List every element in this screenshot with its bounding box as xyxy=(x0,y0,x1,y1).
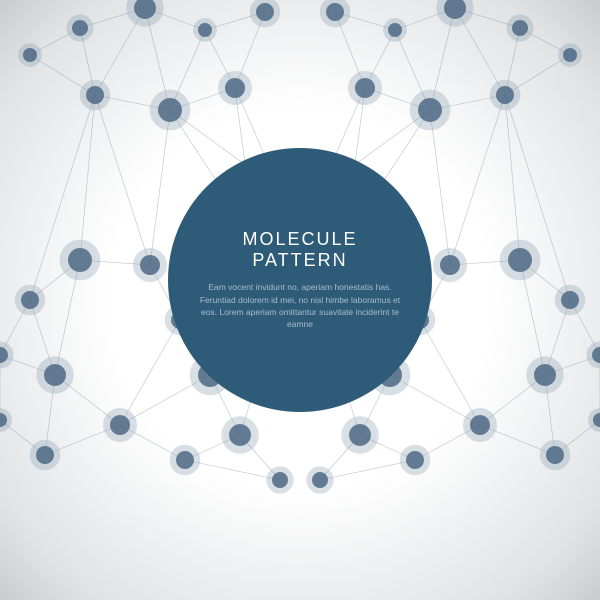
node-core xyxy=(225,78,245,98)
node-core xyxy=(563,48,577,62)
node-core xyxy=(388,23,402,37)
node-core xyxy=(349,424,371,446)
network-edge xyxy=(120,320,180,425)
node-core xyxy=(176,451,194,469)
node-core xyxy=(418,98,442,122)
node-core xyxy=(470,415,490,435)
node-core xyxy=(86,86,104,104)
node-core xyxy=(561,291,579,309)
network-edge xyxy=(95,95,150,265)
disc-title: MOLECULE PATTERN xyxy=(198,229,402,271)
molecule-infographic: MOLECULE PATTERN Eam vocent invidunt no,… xyxy=(0,0,600,600)
central-disc: MOLECULE PATTERN Eam vocent invidunt no,… xyxy=(168,148,432,412)
node-core xyxy=(440,255,460,275)
network-edge xyxy=(150,110,170,265)
node-core xyxy=(44,364,66,386)
node-core xyxy=(110,415,130,435)
node-core xyxy=(496,86,514,104)
node-core xyxy=(140,255,160,275)
disc-subtitle: Eam vocent invidunt no, aperiam honestat… xyxy=(198,281,402,330)
network-edge xyxy=(505,95,520,260)
node-core xyxy=(534,364,556,386)
node-core xyxy=(36,446,54,464)
node-core xyxy=(508,248,532,272)
node-core xyxy=(512,20,528,36)
network-edge xyxy=(430,110,450,265)
node-core xyxy=(21,291,39,309)
node-core xyxy=(23,48,37,62)
node-core xyxy=(546,446,564,464)
node-core xyxy=(198,23,212,37)
node-core xyxy=(229,424,251,446)
node-core xyxy=(72,20,88,36)
node-core xyxy=(256,3,274,21)
node-core xyxy=(355,78,375,98)
network-edge xyxy=(450,95,505,265)
node-core xyxy=(406,451,424,469)
node-core xyxy=(272,472,288,488)
network-edge xyxy=(420,320,480,425)
node-core xyxy=(158,98,182,122)
node-core xyxy=(68,248,92,272)
node-core xyxy=(326,3,344,21)
node-core xyxy=(312,472,328,488)
network-edge xyxy=(80,95,95,260)
